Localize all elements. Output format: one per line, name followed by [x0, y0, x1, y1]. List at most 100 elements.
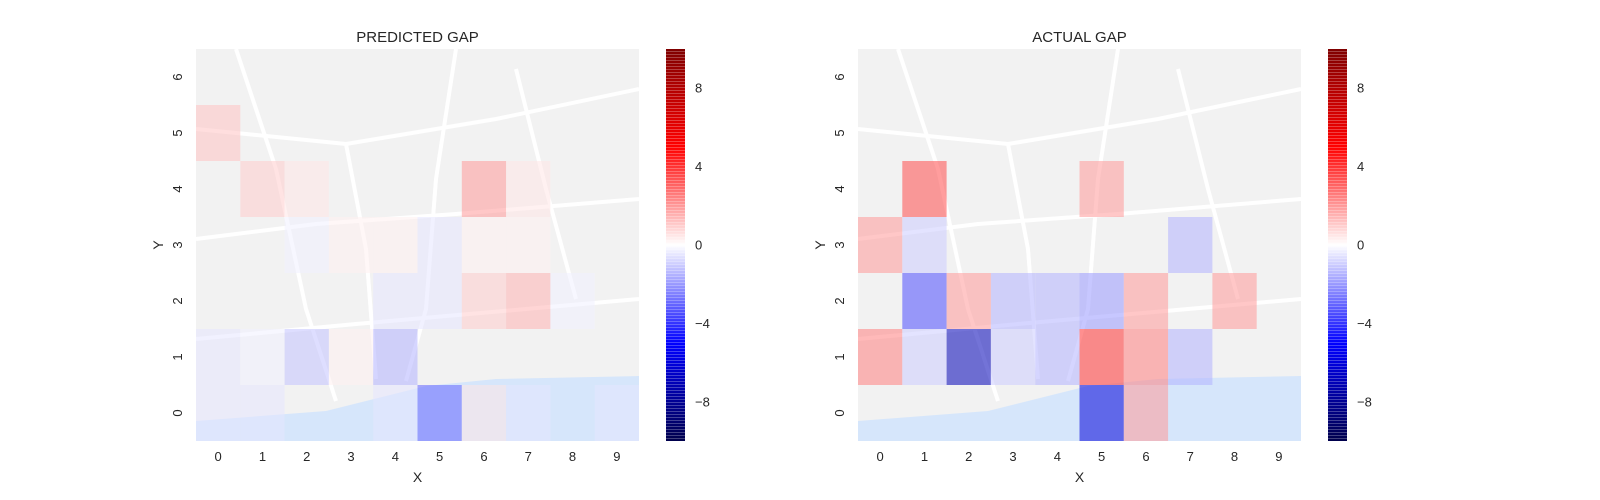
heatmap-cell-5-0 [1079, 385, 1124, 441]
heatmap-cell-2-1 [284, 329, 329, 385]
y-tick-label: 4 [832, 185, 847, 192]
heatmap-cell-3-1 [990, 329, 1036, 385]
heatmap-cell-1-0 [240, 385, 285, 441]
x-tick-label: 9 [1275, 449, 1282, 464]
x-axis-label: X [1075, 469, 1085, 485]
colorbar-tick-label: 8 [1357, 81, 1364, 96]
heatmap-cell-5-2 [417, 273, 462, 329]
heatmap-cell-7-4 [506, 161, 551, 217]
heatmap-cell-6-1 [1123, 329, 1169, 385]
x-tick-label: 0 [877, 449, 884, 464]
heatmap-cell-1-4 [240, 161, 285, 217]
x-tick-label: 8 [569, 449, 576, 464]
x-tick-label: 7 [525, 449, 532, 464]
heatmap-cell-7-2 [506, 273, 551, 329]
heatmap-cell-1-1 [902, 329, 947, 385]
heatmap-cell-9-0 [594, 385, 639, 441]
heatmap-cell-6-0 [1123, 385, 1169, 441]
heatmap-cell-1-3 [902, 217, 947, 273]
heatmap-cell-4-1 [1035, 329, 1080, 385]
y-axis-label: Y [812, 240, 828, 250]
y-tick-label: 5 [170, 129, 185, 136]
heatmap-cell-0-3 [858, 217, 903, 273]
heatmap-cell-5-1 [1079, 329, 1124, 385]
heatmap-cell-3-3 [328, 217, 374, 273]
y-tick-label: 5 [832, 129, 847, 136]
heatmap-cell-3-2 [990, 273, 1036, 329]
heatmap-cell-0-1 [858, 329, 903, 385]
colorbar-tick-label: −4 [1357, 316, 1372, 331]
y-tick-label: 6 [832, 73, 847, 80]
heatmap-cell-4-1 [373, 329, 418, 385]
heatmap-cell-2-1 [946, 329, 991, 385]
heatmap-cell-8-2 [1212, 273, 1257, 329]
x-tick-label: 2 [965, 449, 972, 464]
heatmap-cell-5-3 [417, 217, 462, 273]
heatmap-cell-2-4 [284, 161, 329, 217]
colorbar-tick-label: 0 [695, 238, 702, 253]
y-tick-label: 2 [832, 297, 847, 304]
heatmap-cell-4-2 [373, 273, 418, 329]
colorbar-tick-label: 4 [1357, 159, 1364, 174]
chart-title: ACTUAL GAP [1032, 29, 1126, 46]
x-tick-label: 1 [921, 449, 928, 464]
colorbar-tick-label: −8 [1357, 394, 1372, 409]
y-axis-label: Y [150, 240, 166, 250]
heatmap-cell-7-1 [1168, 329, 1213, 385]
x-tick-label: 4 [1054, 449, 1061, 464]
colorbar-tick-label: 0 [1357, 238, 1364, 253]
heatmap-cell-3-1 [328, 329, 374, 385]
colorbar: 8 4 0 −4 −8 [666, 49, 710, 441]
heatmap-cell-6-0 [461, 385, 507, 441]
colorbar: 8 4 0 −4 −8 [1328, 49, 1372, 441]
y-tick-label: 0 [170, 409, 185, 416]
x-tick-label: 7 [1187, 449, 1194, 464]
x-tick-label: 9 [613, 449, 620, 464]
heatmap-cell-7-3 [506, 217, 551, 273]
heatmap-cell-7-0 [506, 385, 551, 441]
y-tick-label: 3 [170, 241, 185, 248]
x-axis-label: X [413, 469, 423, 485]
heatmap-cell-1-2 [902, 273, 947, 329]
chart-title: PREDICTED GAP [356, 29, 479, 46]
heatmap-cell-6-3 [461, 217, 507, 273]
x-tick-label: 5 [436, 449, 443, 464]
heatmap-cell-1-1 [240, 329, 285, 385]
heatmap-panel-predicted: PREDICTED GAP 0 1 2 3 4 5 6 7 8 9 0 1 2 3 4 5 6 X Y 8 4 0 −4 −8 [150, 29, 710, 485]
heatmap-cell-8-2 [550, 273, 595, 329]
colorbar-tick-label: −8 [695, 394, 710, 409]
colorbar-tick-label: 4 [695, 159, 702, 174]
heatmap-cell-4-2 [1035, 273, 1080, 329]
heatmap-cell-0-1 [196, 329, 241, 385]
x-tick-label: 4 [392, 449, 399, 464]
heatmap-cell-0-5 [196, 105, 241, 161]
heatmap-cell-6-4 [461, 161, 507, 217]
y-tick-label: 2 [170, 297, 185, 304]
y-tick-label: 4 [170, 185, 185, 192]
heatmap-cell-6-2 [461, 273, 507, 329]
x-tick-label: 0 [215, 449, 222, 464]
y-tick-label: 3 [832, 241, 847, 248]
x-tick-label: 1 [259, 449, 266, 464]
x-tick-label: 3 [347, 449, 354, 464]
heatmap-cell-1-4 [902, 161, 947, 217]
y-tick-label: 1 [832, 353, 847, 360]
y-tick-label: 6 [170, 73, 185, 80]
heatmap-cell-6-2 [1123, 273, 1169, 329]
heatmap-cell-4-3 [373, 217, 418, 273]
heatmap-cell-7-3 [1168, 217, 1213, 273]
colorbar-tick-label: −4 [695, 316, 710, 331]
x-tick-label: 6 [1142, 449, 1149, 464]
heatmap-panel-actual: ACTUAL GAP 0 1 2 3 4 5 6 7 8 9 0 1 2 3 4 5 6 X Y 8 4 0 −4 −8 [812, 29, 1372, 485]
x-tick-label: 2 [303, 449, 310, 464]
y-tick-label: 1 [170, 353, 185, 360]
heatmap-cell-4-0 [373, 385, 418, 441]
heatmap-cell-5-0 [417, 385, 462, 441]
heatmap-cell-2-3 [284, 217, 329, 273]
heatmap-cell-2-2 [946, 273, 991, 329]
x-tick-label: 5 [1098, 449, 1105, 464]
x-tick-label: 8 [1231, 449, 1238, 464]
heatmap-cell-5-2 [1079, 273, 1124, 329]
heatmap-cell-0-0 [196, 385, 241, 441]
